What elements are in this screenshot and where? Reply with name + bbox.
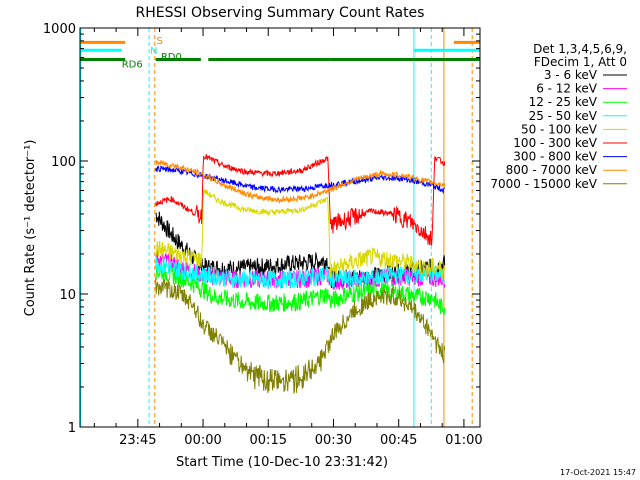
x-tick-label: 00:45 <box>380 433 417 448</box>
y-axis-label: Count Rate (s⁻¹ detector⁻¹) <box>23 140 38 317</box>
plot-frame <box>79 27 481 428</box>
axes: 1 10 100 1000 23:45 00:00 00:15 00:30 00:45 01:00 <box>43 22 483 448</box>
legend-label: 50 - 100 keV <box>521 122 598 136</box>
series-line <box>155 256 446 289</box>
legend-header-line: FDecim 1, Att 0 <box>534 55 627 69</box>
y-tick-label: 100 <box>51 155 76 170</box>
legend-label: 300 - 800 keV <box>513 150 597 164</box>
flag-label: RD6 <box>122 59 143 70</box>
generation-timestamp: 17-Oct-2021 15:47 <box>560 468 636 477</box>
flag-label: RD0 <box>161 52 182 63</box>
legend-label: 6 - 12 keV <box>536 82 598 96</box>
legend-label: 25 - 50 keV <box>529 109 598 123</box>
x-tick-label: 00:30 <box>315 433 352 448</box>
legend-label: 800 - 7000 keV <box>506 163 598 177</box>
series-line <box>155 154 446 246</box>
y-tick-label: 1000 <box>43 22 76 37</box>
legend-header-line: Det 1,3,4,5,6,9, <box>533 42 627 56</box>
x-tick-label: 23:45 <box>119 433 156 448</box>
series-line <box>155 277 446 394</box>
series-line <box>155 189 446 280</box>
y-tick-label: 1 <box>68 421 76 436</box>
legend-label: 3 - 6 keV <box>544 68 598 82</box>
flag-label: N <box>150 46 157 57</box>
legend: Det 1,3,4,5,6,9, FDecim 1, Att 0 3 - 6 k… <box>490 42 627 191</box>
legend-label: 100 - 300 keV <box>513 136 597 150</box>
plot-area: SN RD0 RD6 <box>80 28 480 427</box>
flag-label: S <box>157 36 163 47</box>
x-tick-label: 01:00 <box>445 433 482 448</box>
x-tick-label: 00:15 <box>250 433 287 448</box>
x-tick-label: 00:00 <box>184 433 221 448</box>
series-line <box>155 159 446 205</box>
legend-label: 7000 - 15000 keV <box>490 177 597 191</box>
y-tick-label: 10 <box>59 288 76 303</box>
x-axis-label: Start Time (10-Dec-10 23:31:42) <box>176 455 388 470</box>
chart-title: RHESSI Observing Summary Count Rates <box>136 5 425 21</box>
legend-label: 12 - 25 keV <box>529 95 598 109</box>
